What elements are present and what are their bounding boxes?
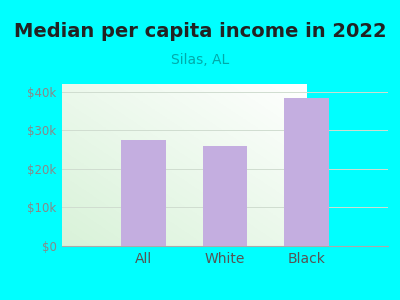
Text: Median per capita income in 2022: Median per capita income in 2022 <box>14 22 386 41</box>
Bar <box>202 146 248 246</box>
Text: Silas, AL: Silas, AL <box>171 53 229 67</box>
Bar <box>121 140 166 246</box>
Bar <box>284 98 329 246</box>
